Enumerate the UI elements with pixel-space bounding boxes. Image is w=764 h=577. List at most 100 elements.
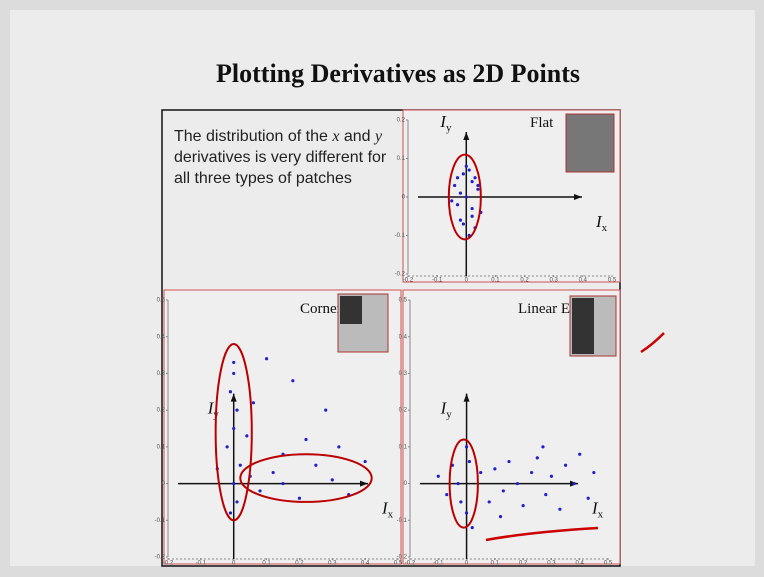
data-point xyxy=(465,165,468,168)
y-tick-label: 0.3 xyxy=(399,371,408,377)
panel-name: Flat xyxy=(530,115,554,131)
description: The distribution of the x and y derivati… xyxy=(174,126,389,189)
x-tick-label: 0.3 xyxy=(550,278,559,284)
data-point xyxy=(471,207,474,210)
data-point xyxy=(324,409,327,412)
y-tick-label: 0.4 xyxy=(399,334,408,340)
data-point xyxy=(536,456,539,459)
data-point xyxy=(541,445,544,448)
data-point xyxy=(453,184,456,187)
data-point xyxy=(471,526,474,529)
x-tick-label: 0.4 xyxy=(579,278,588,284)
slide-title: Plotting Derivatives as 2D Points xyxy=(216,59,580,88)
data-point xyxy=(445,493,448,496)
data-point xyxy=(530,471,533,474)
data-point xyxy=(265,357,268,360)
y-tick-label: 0.2 xyxy=(157,408,166,414)
data-point xyxy=(291,379,294,382)
data-point xyxy=(471,215,474,218)
text: y xyxy=(446,122,452,134)
data-point xyxy=(456,176,459,179)
x-tick-label: 0.3 xyxy=(328,561,337,567)
data-point xyxy=(235,500,238,503)
data-point xyxy=(437,475,440,478)
y-tick-label: 0.4 xyxy=(157,334,166,340)
x-tick-label: 0.5 xyxy=(604,561,613,567)
data-point xyxy=(232,372,235,375)
text: and xyxy=(339,128,375,145)
x-tick-label: 0.5 xyxy=(608,278,617,284)
text: The distribution of the xyxy=(174,128,332,145)
text: x xyxy=(388,509,394,521)
y-tick-label: 0.1 xyxy=(157,444,166,450)
data-point xyxy=(459,219,462,222)
text: y xyxy=(446,409,452,421)
x-tick-label: 0.4 xyxy=(361,561,370,567)
x-tick-label: 0.2 xyxy=(519,561,528,567)
data-point xyxy=(232,427,235,430)
data-point xyxy=(471,180,474,183)
y-tick-label: 0.3 xyxy=(157,371,166,377)
x-tick-label: 0.1 xyxy=(491,561,500,567)
text: derivatives is very different for all th… xyxy=(174,149,386,187)
data-point xyxy=(558,508,561,511)
data-point xyxy=(462,172,465,175)
x-tick-label: 0.4 xyxy=(576,561,585,567)
data-point xyxy=(468,168,471,171)
panel-name: Corner xyxy=(300,301,342,317)
data-point xyxy=(272,471,275,474)
data-point xyxy=(479,471,482,474)
y-tick-label: 0.1 xyxy=(399,444,408,450)
y-tick-label: 0.2 xyxy=(397,118,406,124)
data-point xyxy=(572,482,575,485)
data-point xyxy=(304,438,307,441)
data-point xyxy=(476,188,479,191)
x-tick-label: -0.2 xyxy=(405,561,416,567)
slide-canvas: Plotting Derivatives as 2D Points 0.2 0.1… xyxy=(0,0,764,577)
data-point xyxy=(226,445,229,448)
thumbnail-part xyxy=(572,298,594,354)
data-point xyxy=(468,460,471,463)
data-point xyxy=(331,478,334,481)
data-point xyxy=(550,475,553,478)
data-point xyxy=(465,195,468,198)
y-tick-label: 0.1 xyxy=(397,156,406,162)
data-point xyxy=(488,500,491,503)
data-point xyxy=(592,471,595,474)
x-tick-label: 0.2 xyxy=(295,561,304,567)
data-point xyxy=(456,203,459,206)
data-point xyxy=(473,176,476,179)
data-point xyxy=(239,464,242,467)
thumbnail xyxy=(566,114,614,172)
x-tick-label: 0.3 xyxy=(547,561,556,567)
data-point xyxy=(281,482,284,485)
data-point xyxy=(456,482,459,485)
data-point xyxy=(578,453,581,456)
data-point xyxy=(493,467,496,470)
data-point xyxy=(229,390,232,393)
data-point xyxy=(314,464,317,467)
data-point xyxy=(232,482,235,485)
x-tick-label: -0.2 xyxy=(163,561,174,567)
text: x xyxy=(598,509,604,521)
data-point xyxy=(337,445,340,448)
data-point xyxy=(587,497,590,500)
data-point xyxy=(235,409,238,412)
text: x xyxy=(602,222,608,234)
panel: 0.50.40.30.20.10-0.1-0.2-0.2-0.100.10.20… xyxy=(397,290,620,567)
y-tick-label: -0.1 xyxy=(395,233,406,239)
data-point xyxy=(465,445,468,448)
data-point xyxy=(232,361,235,364)
x-tick-label: 0.2 xyxy=(520,278,529,284)
x-tick-label: -0.2 xyxy=(403,278,414,284)
data-point xyxy=(544,493,547,496)
data-point xyxy=(459,500,462,503)
slide: Plotting Derivatives as 2D Points 0.2 0.1… xyxy=(0,0,764,577)
x-tick-label: 0.1 xyxy=(262,561,271,567)
data-point xyxy=(459,192,462,195)
data-point xyxy=(522,504,525,507)
data-point xyxy=(258,489,261,492)
y-tick-label: 0.2 xyxy=(399,408,408,414)
